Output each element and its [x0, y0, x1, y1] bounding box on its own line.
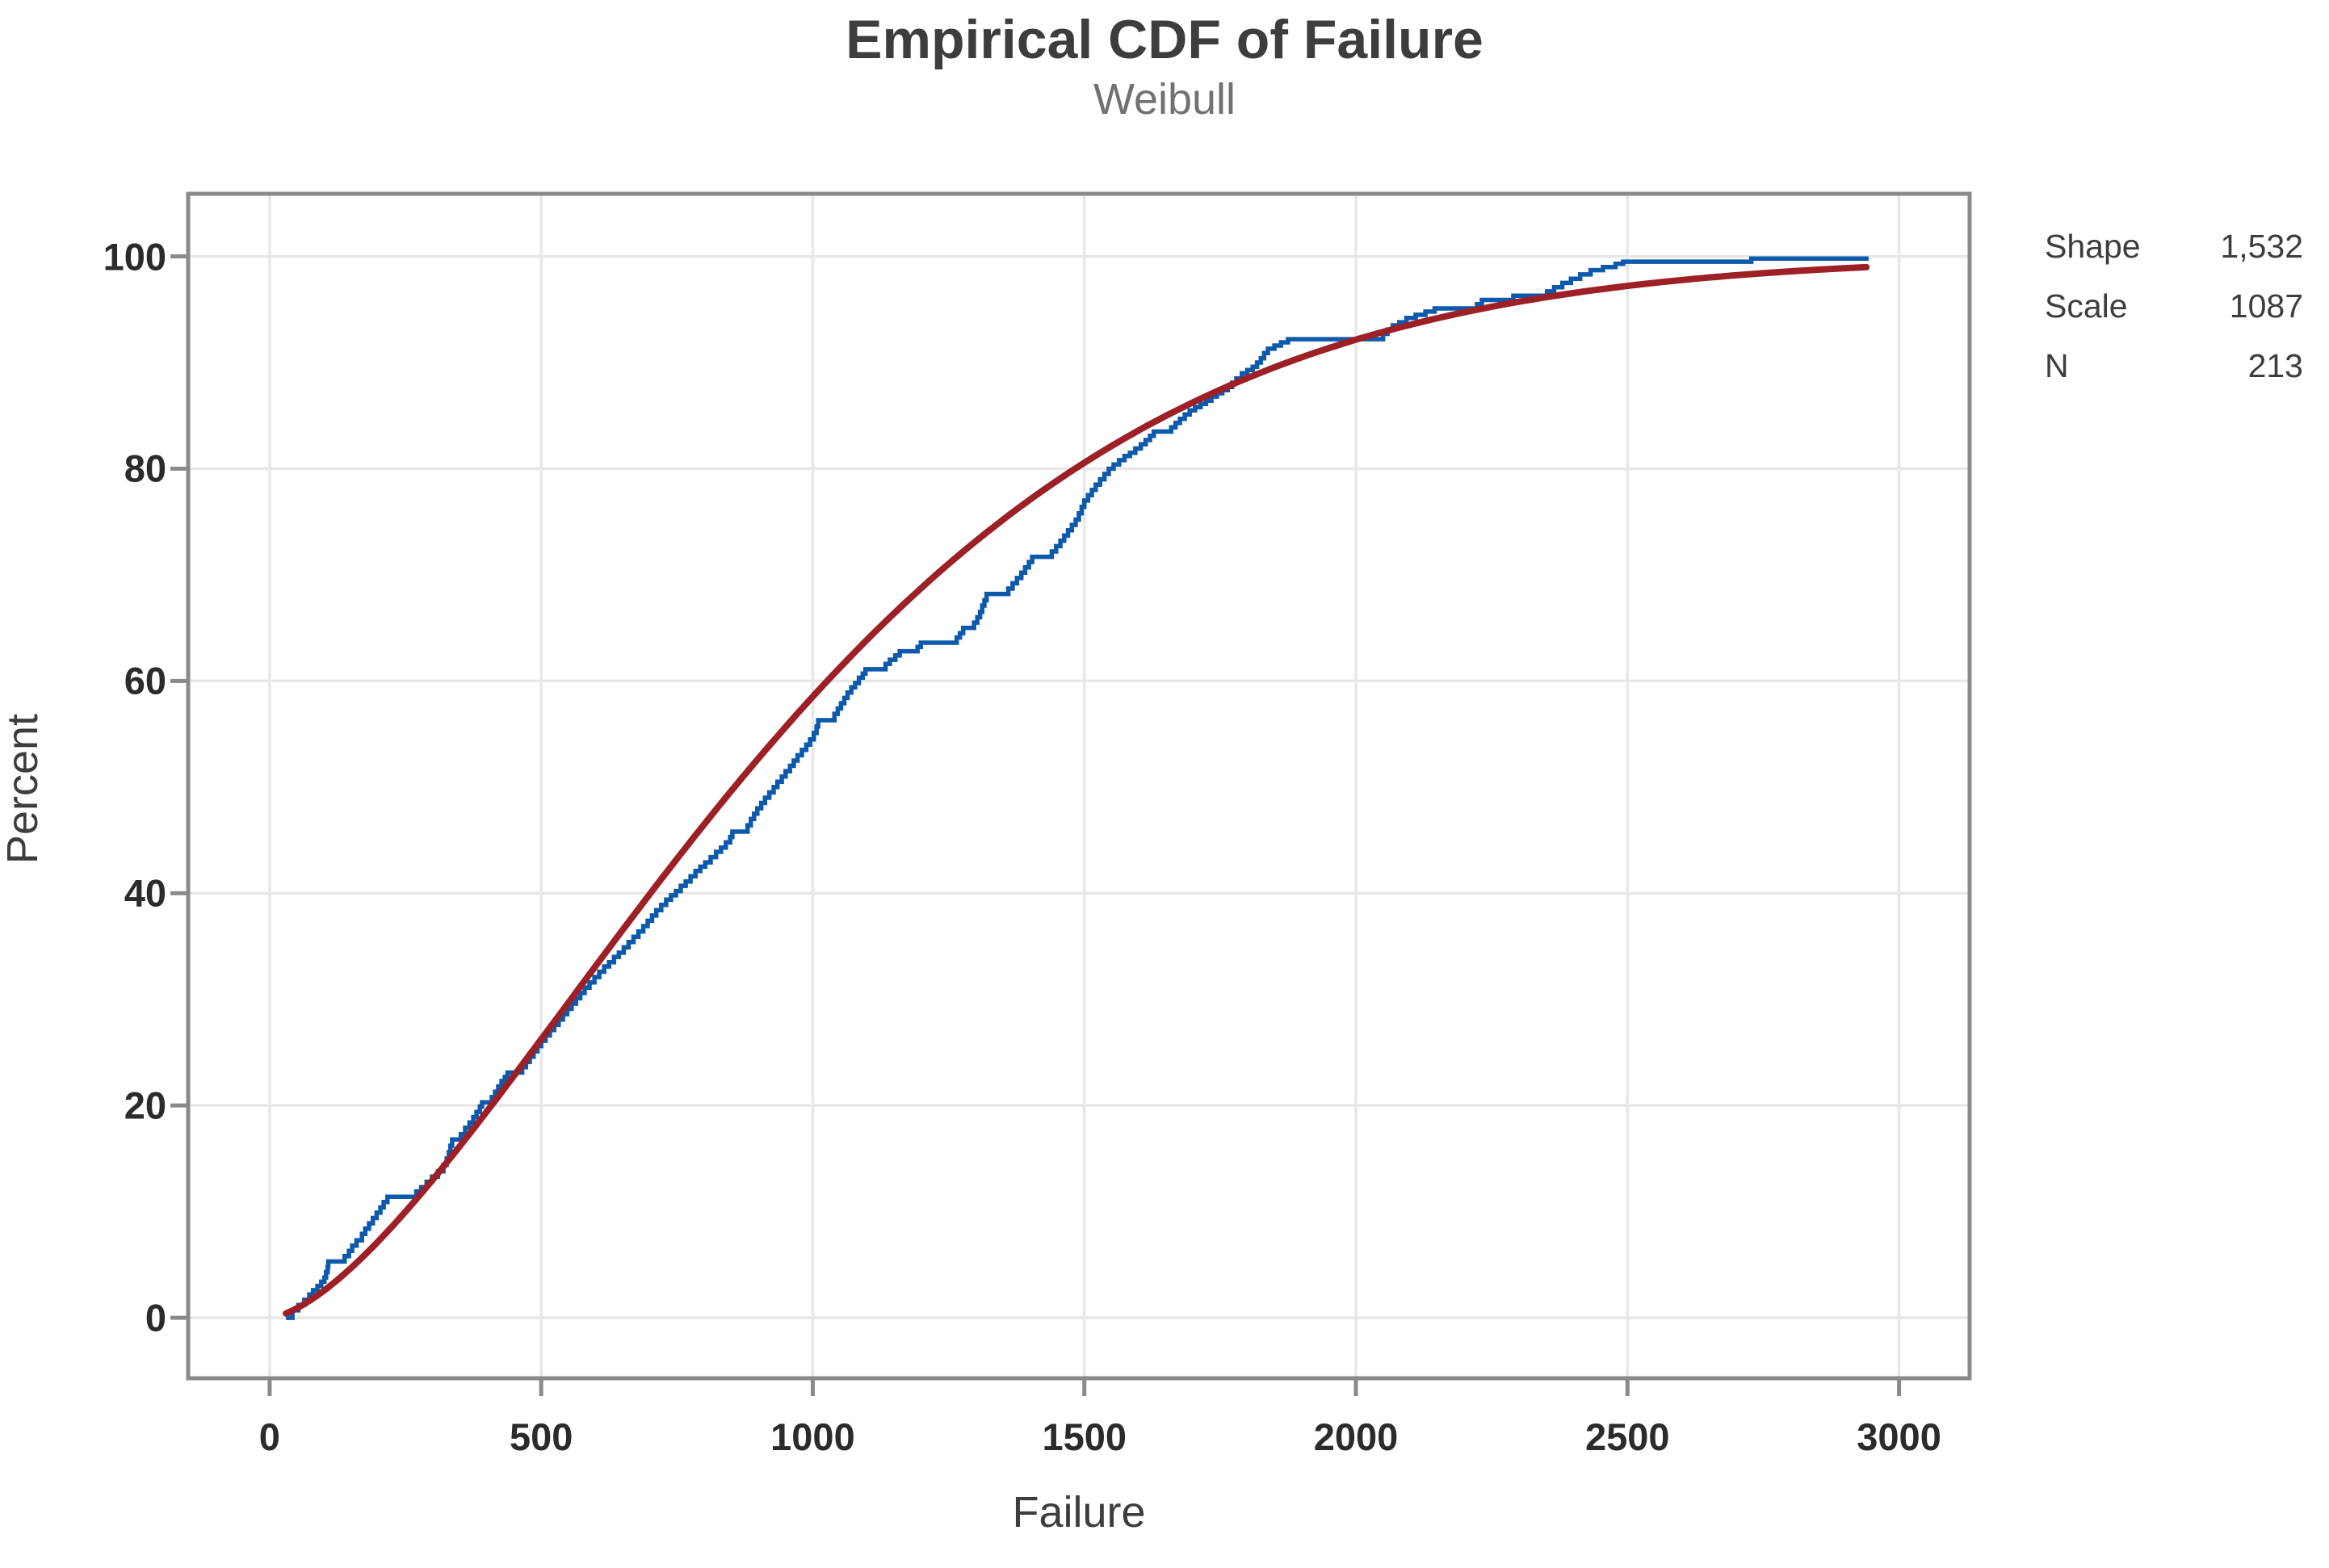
x-tick-label: 2000 — [1313, 1415, 1399, 1458]
stats-value-n: 213 — [2247, 347, 2303, 384]
plot-frame — [186, 191, 1972, 1381]
y-tick-label: 40 — [124, 871, 166, 915]
x-tick-label: 2500 — [1585, 1415, 1670, 1458]
x-tick-label: 1000 — [770, 1415, 855, 1458]
stats-row-n: N 213 — [2045, 346, 2303, 385]
x-tick-label: 3000 — [1857, 1415, 1941, 1458]
stats-value-shape: 1,532 — [2220, 228, 2303, 265]
empirical-cdf-line — [286, 256, 1869, 1320]
stats-label-scale: Scale — [2045, 287, 2128, 325]
y-tick-label: 100 — [103, 235, 166, 279]
x-tick-label: 1500 — [1042, 1415, 1127, 1458]
chart-title: Empirical CDF of Failure — [846, 9, 1483, 70]
chart-subtitle: Weibull — [1093, 75, 1236, 124]
x-axis-label: Failure — [1012, 1488, 1146, 1537]
axis-ticks — [170, 254, 1902, 1396]
fitted-weibull-line — [283, 263, 1870, 1317]
y-axis-label: Percent — [0, 713, 47, 865]
x-tick-label: 0 — [258, 1415, 280, 1458]
stats-value-scale: 1087 — [2229, 287, 2303, 325]
stats-row-scale: Scale 1087 — [2045, 287, 2303, 325]
gridlines — [188, 194, 1970, 1378]
y-tick-label: 80 — [124, 447, 166, 490]
y-tick-label: 20 — [124, 1084, 166, 1127]
x-tick-label: 500 — [509, 1415, 573, 1458]
stats-label-n: N — [2045, 347, 2069, 384]
stats-row-shape: Shape 1,532 — [2045, 227, 2303, 266]
y-tick-label: 60 — [124, 659, 166, 702]
distribution-stats-panel: Shape 1,532 Scale 1087 N 213 — [2045, 227, 2303, 406]
stats-label-shape: Shape — [2045, 228, 2141, 265]
y-tick-label: 0 — [145, 1296, 166, 1340]
